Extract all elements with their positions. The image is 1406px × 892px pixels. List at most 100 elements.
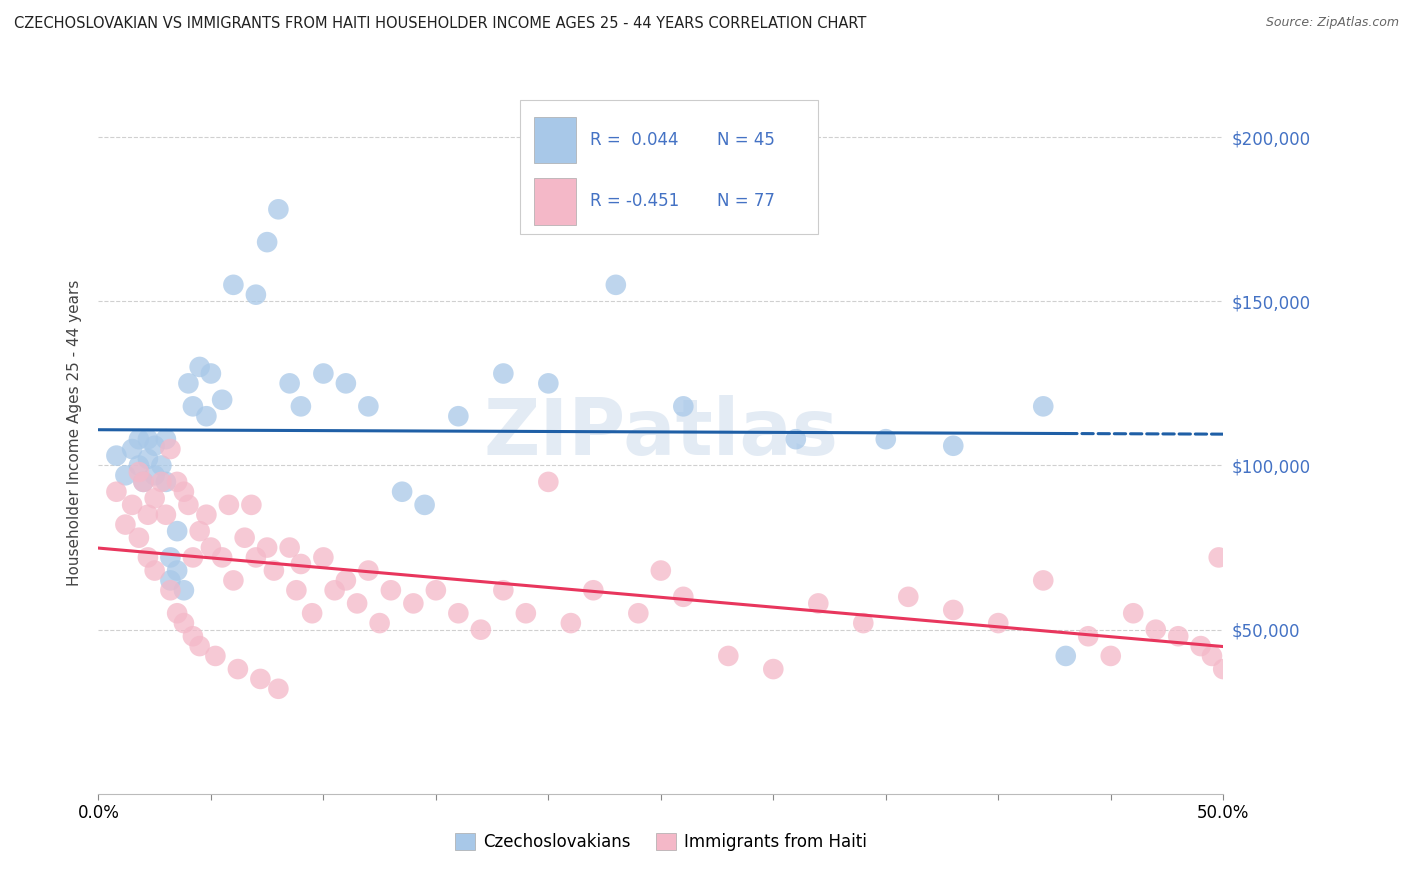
Point	[166, 564, 188, 578]
Point	[240, 498, 263, 512]
Point	[136, 451, 159, 466]
Text: R = -0.451: R = -0.451	[591, 193, 679, 211]
Point	[537, 475, 560, 489]
Point	[1099, 648, 1122, 663]
Point	[166, 524, 188, 538]
Point	[159, 550, 181, 565]
Point	[1032, 400, 1054, 414]
Point	[128, 458, 150, 473]
Point	[1077, 629, 1099, 643]
Bar	[534, 117, 576, 163]
Point	[1208, 550, 1230, 565]
Point	[1167, 629, 1189, 643]
Point	[447, 607, 470, 621]
Point	[245, 550, 267, 565]
Point	[605, 277, 627, 292]
Point	[492, 367, 515, 381]
Point	[128, 465, 150, 479]
Point	[128, 531, 150, 545]
Point	[143, 491, 166, 506]
Point	[717, 648, 740, 663]
Point	[159, 442, 181, 456]
Point	[173, 616, 195, 631]
Point	[121, 498, 143, 512]
Point	[159, 574, 181, 588]
Point	[402, 596, 425, 610]
Point	[335, 376, 357, 391]
Y-axis label: Householder Income Ages 25 - 44 years: Householder Income Ages 25 - 44 years	[67, 279, 83, 586]
Point	[211, 392, 233, 407]
Point	[323, 583, 346, 598]
Point	[245, 287, 267, 301]
Point	[875, 432, 897, 446]
Point	[762, 662, 785, 676]
Point	[159, 583, 181, 598]
Point	[290, 557, 312, 571]
Point	[897, 590, 920, 604]
Point	[155, 508, 177, 522]
Point	[136, 508, 159, 522]
Point	[312, 550, 335, 565]
Text: Source: ZipAtlas.com: Source: ZipAtlas.com	[1265, 16, 1399, 29]
Point	[942, 439, 965, 453]
Point	[222, 574, 245, 588]
Point	[132, 475, 155, 489]
Point	[218, 498, 240, 512]
Point	[188, 524, 211, 538]
Point	[650, 564, 672, 578]
Point	[357, 564, 380, 578]
Text: N = 77: N = 77	[717, 193, 775, 211]
Point	[312, 367, 335, 381]
Point	[150, 458, 173, 473]
Point	[173, 484, 195, 499]
Point	[515, 607, 537, 621]
Point	[391, 484, 413, 499]
Point	[285, 583, 308, 598]
Point	[267, 202, 290, 217]
Point	[204, 648, 226, 663]
Point	[256, 541, 278, 555]
Point	[492, 583, 515, 598]
Point	[188, 359, 211, 374]
Point	[166, 475, 188, 489]
Point	[560, 616, 582, 631]
Point	[672, 590, 695, 604]
Point	[105, 484, 128, 499]
Point	[1144, 623, 1167, 637]
Point	[195, 409, 218, 424]
Point	[166, 607, 188, 621]
Point	[128, 432, 150, 446]
Point	[672, 400, 695, 414]
Point	[1054, 648, 1077, 663]
Point	[447, 409, 470, 424]
Point	[256, 235, 278, 249]
Point	[582, 583, 605, 598]
Point	[233, 531, 256, 545]
Point	[114, 468, 136, 483]
Point	[1212, 662, 1234, 676]
Point	[807, 596, 830, 610]
Point	[114, 517, 136, 532]
Point	[335, 574, 357, 588]
Bar	[534, 178, 576, 225]
Point	[121, 442, 143, 456]
Point	[136, 550, 159, 565]
Point	[425, 583, 447, 598]
Point	[195, 508, 218, 522]
Point	[301, 607, 323, 621]
Point	[177, 376, 200, 391]
Text: CZECHOSLOVAKIAN VS IMMIGRANTS FROM HAITI HOUSEHOLDER INCOME AGES 25 - 44 YEARS C: CZECHOSLOVAKIAN VS IMMIGRANTS FROM HAITI…	[14, 16, 866, 31]
Text: R =  0.044: R = 0.044	[591, 131, 679, 149]
Point	[785, 432, 807, 446]
Point	[267, 681, 290, 696]
Point	[188, 639, 211, 653]
Point	[470, 623, 492, 637]
Point	[290, 400, 312, 414]
Point	[143, 439, 166, 453]
Point	[987, 616, 1010, 631]
Point	[1189, 639, 1212, 653]
Point	[222, 277, 245, 292]
Point	[181, 629, 204, 643]
Point	[852, 616, 875, 631]
Point	[143, 468, 166, 483]
